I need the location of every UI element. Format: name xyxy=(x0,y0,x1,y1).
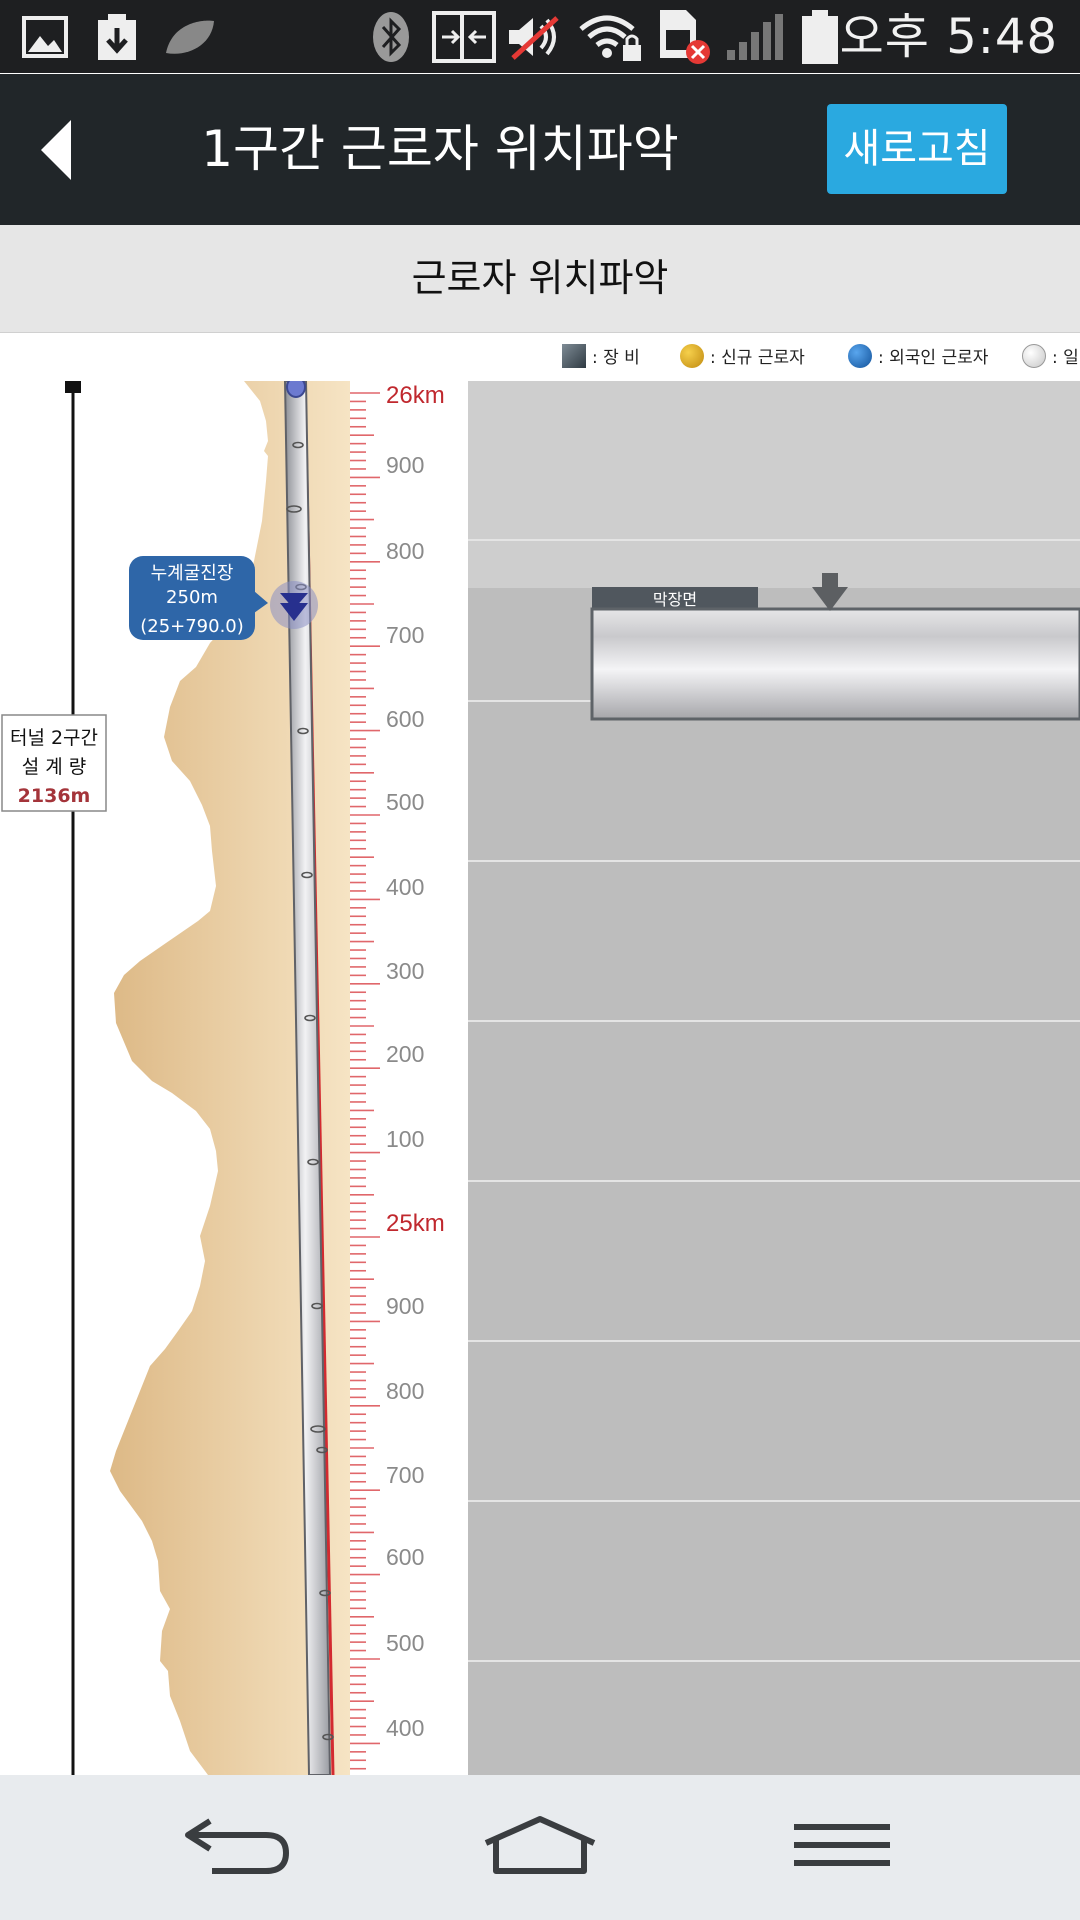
scale-label: 200 xyxy=(386,1041,424,1067)
back-nav-icon xyxy=(185,1818,290,1874)
design-length-cap xyxy=(65,381,81,393)
nav-home-button[interactable] xyxy=(470,1795,610,1895)
equipment-swatch xyxy=(562,343,586,368)
scale-label: 700 xyxy=(386,1462,424,1488)
nfc-icon xyxy=(430,11,498,63)
section-panel-top xyxy=(468,381,1080,588)
bluetooth-icon xyxy=(368,12,414,62)
tunnel-tube xyxy=(590,607,1080,721)
home-nav-icon xyxy=(484,1816,596,1874)
design-label-box xyxy=(1,714,107,812)
scale-labels: 26km 900 800 700 600 500 400 300 200 100… xyxy=(386,382,445,1741)
progress-marker[interactable]: 누계굴진장 250m (25+790.0) xyxy=(129,556,318,640)
sim-error-icon xyxy=(656,10,712,64)
back-arrow-icon xyxy=(41,120,71,180)
progress-down-arrow-icon xyxy=(280,593,308,621)
progress-label-line3: (25+790.0) xyxy=(140,616,244,637)
status-time: 오후 5:48 xyxy=(839,9,1058,65)
legend: : 장 비 : 신규 근로자 : 외국인 근로자 : 일 xyxy=(0,333,1080,381)
signal-icon xyxy=(724,12,786,62)
mute-icon xyxy=(504,12,566,62)
tunnel-visualization[interactable]: 막장면 터널 2구간 설 계 량 2136m xyxy=(0,381,1080,1775)
scale-label: 400 xyxy=(386,1715,424,1741)
app-bar: 1구간 근로자 위치파악 새로고침 xyxy=(0,74,1080,225)
battery-icon xyxy=(800,10,840,64)
progress-label-line1: 누계굴진장 xyxy=(151,563,234,584)
design-label-line1: 터널 2구간 xyxy=(10,727,98,749)
scale-label: 800 xyxy=(386,1378,424,1404)
foreign-worker-swatch xyxy=(848,343,872,368)
navigation-bar xyxy=(0,1775,1080,1920)
progress-bubble xyxy=(129,556,255,640)
legend-item-equipment: : 장 비 xyxy=(562,343,640,368)
refresh-button[interactable]: 새로고침 xyxy=(827,104,1007,194)
legend-label: : 일 xyxy=(1052,348,1079,368)
scale-label: 500 xyxy=(386,789,424,815)
progress-bubble-tail xyxy=(254,591,268,613)
wifi-lock-icon xyxy=(576,12,644,62)
section-panel xyxy=(468,381,1080,1775)
face-pointer-icon xyxy=(812,573,848,611)
scale-label: 500 xyxy=(386,1630,424,1656)
scale-label: 25km xyxy=(386,1210,445,1237)
face-label: 막장면 xyxy=(653,590,697,609)
section-grid-lines xyxy=(468,539,1080,1662)
legend-item-new-worker: : 신규 근로자 xyxy=(680,343,805,368)
scale-label: 800 xyxy=(386,538,424,564)
download-icon xyxy=(92,12,142,62)
design-length-value: 2136m xyxy=(18,785,91,807)
menu-nav-icon xyxy=(794,1824,890,1866)
scale-ticks xyxy=(350,392,380,1770)
status-bar: 오후 5:48 xyxy=(0,0,1080,73)
legend-item-foreign-worker: : 외국인 근로자 xyxy=(848,343,988,368)
legend-item-general-worker: : 일 xyxy=(1022,343,1079,368)
nav-back-button[interactable] xyxy=(168,1795,308,1895)
leaf-icon xyxy=(160,12,220,62)
scale-label: 400 xyxy=(386,874,424,900)
nav-menu-button[interactable] xyxy=(772,1795,912,1895)
general-worker-swatch xyxy=(1022,343,1046,368)
scale-label: 700 xyxy=(386,622,424,648)
scale-label: 26km xyxy=(386,382,445,409)
scale-label: 600 xyxy=(386,706,424,732)
back-button[interactable] xyxy=(22,112,92,188)
section-header: 근로자 위치파악 xyxy=(0,225,1080,333)
design-label-line2: 설 계 량 xyxy=(22,756,87,778)
page-title: 1구간 근로자 위치파악 xyxy=(201,120,679,178)
legend-label: : 외국인 근로자 xyxy=(878,348,989,368)
legend-label: : 장 비 xyxy=(592,348,640,368)
face-label-bg xyxy=(592,587,758,611)
scale-label: 300 xyxy=(386,958,424,984)
pipe-top-cap xyxy=(286,381,306,398)
scale-label: 900 xyxy=(386,452,424,478)
scale-label: 600 xyxy=(386,1544,424,1570)
scale-label: 100 xyxy=(386,1126,424,1152)
new-worker-swatch xyxy=(680,343,704,368)
section-title: 근로자 위치파악 xyxy=(411,256,669,300)
gallery-icon xyxy=(20,12,70,62)
tunnel-svg: 막장면 터널 2구간 설 계 량 2136m xyxy=(1,381,1080,1775)
progress-label-line2: 250m xyxy=(166,587,218,608)
scale-label: 900 xyxy=(386,1293,424,1319)
legend-label: : 신규 근로자 xyxy=(710,348,805,368)
